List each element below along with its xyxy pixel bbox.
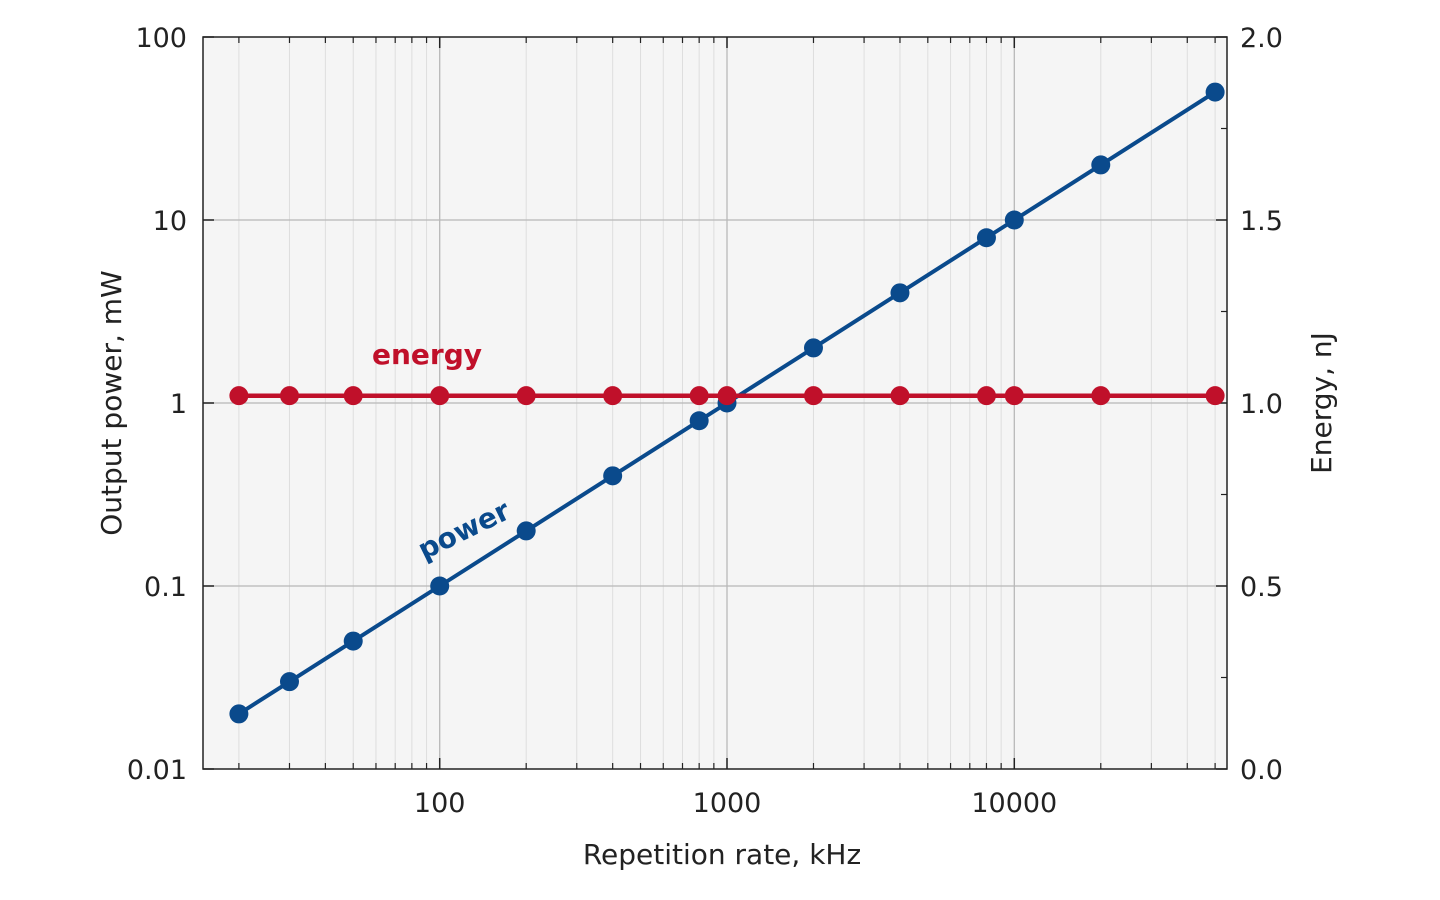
y2-tick-label: 2.0 (1240, 23, 1283, 54)
series-label-energy: energy (372, 338, 482, 371)
tick-marks (203, 36, 1227, 770)
y2-tick-label: 1.5 (1240, 206, 1283, 237)
y-tick-label: 0.01 (127, 755, 187, 786)
point-energy (279, 386, 299, 406)
point-power (430, 576, 450, 596)
y2-tick-label: 1.0 (1240, 389, 1283, 420)
point-energy (1205, 386, 1225, 406)
point-energy (1091, 386, 1111, 406)
point-energy (516, 386, 536, 406)
series-layer (229, 82, 1225, 724)
point-energy (430, 386, 450, 406)
point-power (229, 704, 249, 724)
point-energy (343, 386, 363, 406)
x-tick-label: 100 (414, 788, 466, 819)
y2-axis-title: Energy, nJ (1305, 332, 1338, 474)
y2-tick-label: 0.5 (1240, 572, 1283, 603)
point-power (803, 338, 823, 358)
y-tick-label: 0.1 (144, 572, 187, 603)
point-power (279, 672, 299, 692)
x-tick-label: 10000 (971, 788, 1057, 819)
point-power (516, 521, 536, 541)
point-power (890, 283, 910, 303)
point-power (343, 631, 363, 651)
point-energy (689, 386, 709, 406)
y-tick-label: 1 (170, 389, 187, 420)
point-energy (890, 386, 910, 406)
point-energy (803, 386, 823, 406)
point-power (603, 466, 623, 486)
point-power (976, 228, 996, 248)
point-power (1004, 210, 1024, 230)
y-tick-label: 10 (153, 206, 187, 237)
y2-tick-labels: 0.0 0.5 1.0 1.5 2.0 (1240, 23, 1283, 786)
point-energy (603, 386, 623, 406)
point-power (1091, 155, 1111, 175)
x-tick-labels: 100 1000 10000 (414, 788, 1057, 819)
x-tick-label: 1000 (693, 788, 762, 819)
point-energy (1004, 386, 1024, 406)
x-axis-title: Repetition rate, kHz (583, 838, 861, 871)
point-power (1205, 82, 1225, 102)
point-power (689, 411, 709, 431)
y-axis-title: Output power, mW (95, 270, 128, 535)
y2-tick-label: 0.0 (1240, 755, 1283, 786)
y-tick-labels: 0.01 0.1 1 10 100 (127, 23, 187, 786)
point-energy (229, 386, 249, 406)
y-tick-label: 100 (135, 23, 187, 54)
point-energy (976, 386, 996, 406)
point-energy (717, 386, 737, 406)
